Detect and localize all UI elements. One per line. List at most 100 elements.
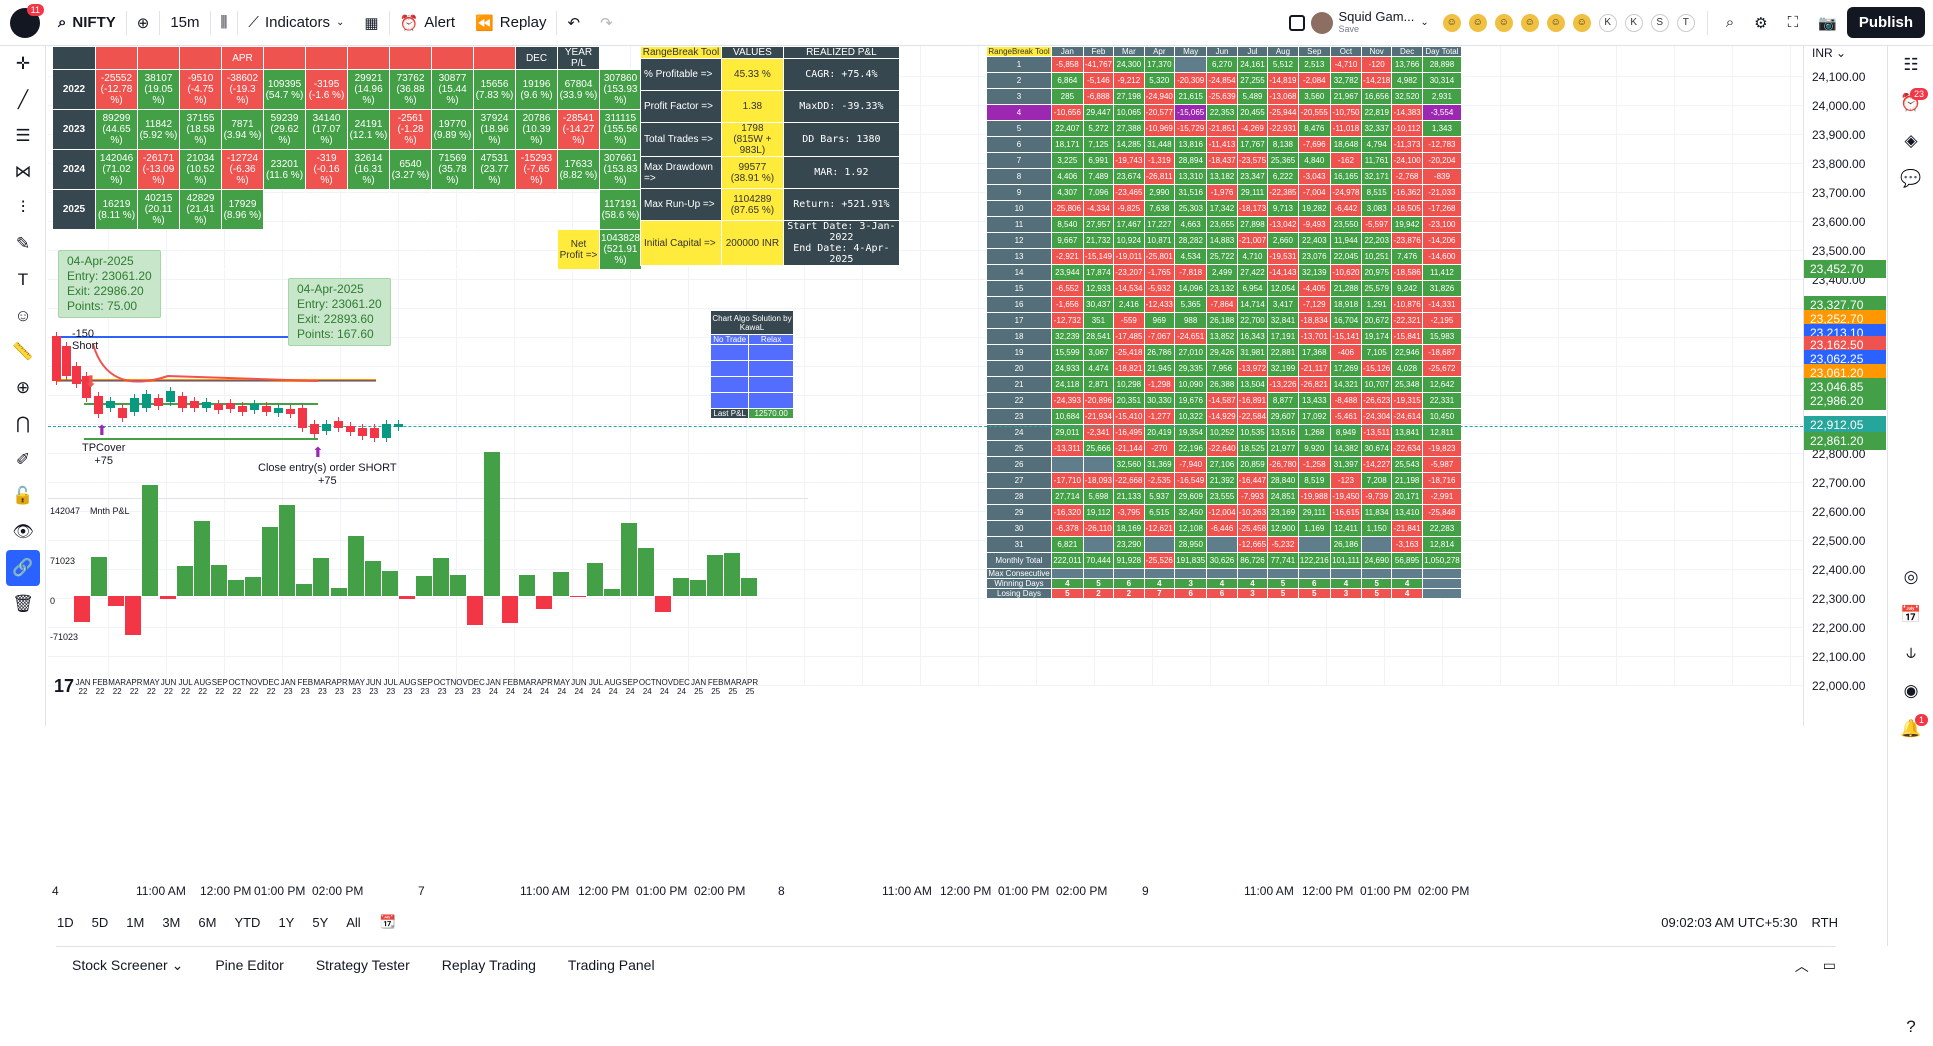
pnl-x-label: APR 23: [331, 678, 348, 696]
emoji-9[interactable]: T: [1676, 13, 1695, 32]
alerts-clock-icon[interactable]: ⏰ 23: [1888, 84, 1933, 122]
lock-icon[interactable]: 🔓: [12, 486, 34, 505]
emoji-7[interactable]: K: [1624, 13, 1643, 32]
heatmap-cell: 23,944: [1051, 264, 1084, 281]
maximize-icon[interactable]: ▭: [1822, 957, 1836, 973]
chat-icon[interactable]: 💬: [1900, 169, 1922, 188]
templates-button[interactable]: ▦: [354, 0, 388, 46]
ruler-icon[interactable]: 📏: [12, 342, 34, 361]
alert-button[interactable]: ⏰ Alert: [390, 0, 466, 46]
heatmap-cell: 26,786: [1143, 344, 1176, 361]
range-3m[interactable]: 3M: [162, 914, 181, 930]
goto-date-icon[interactable]: 📆: [379, 914, 396, 929]
clock-label[interactable]: 09:02:03 AM UTC+5:30: [1661, 914, 1798, 930]
broadcast-icon[interactable]: ◉: [1903, 681, 1919, 700]
trendline-icon[interactable]: ╱: [17, 90, 29, 109]
calendar-icon[interactable]: 📅: [1900, 605, 1922, 624]
chart-type-button[interactable]: ⫼: [211, 0, 238, 46]
range-6m[interactable]: 6M: [198, 914, 217, 930]
heatmap-cell: -4,334: [1082, 200, 1115, 217]
range-1d[interactable]: 1D: [57, 914, 74, 930]
price-scale[interactable]: INR ⌄ 24,100.00 24,000.00 23,900.00 23,800.…: [1803, 46, 1886, 726]
magnet-icon[interactable]: ⋂: [16, 414, 30, 433]
price-label[interactable]: 23,327.70: [1804, 296, 1886, 314]
tab-strategy-tester[interactable]: Strategy Tester: [315, 957, 410, 973]
range-5d[interactable]: 5D: [91, 914, 109, 930]
range-1m[interactable]: 1M: [126, 914, 145, 930]
tradingview-logo[interactable]: 17: [54, 676, 75, 696]
indicators-button[interactable]: ⟋ Indicators ⌄: [238, 0, 354, 46]
emoji-8[interactable]: S: [1650, 13, 1669, 32]
price-label[interactable]: 22,861.20: [1804, 432, 1886, 450]
brush-icon[interactable]: ✎: [15, 234, 31, 253]
eye-icon[interactable]: 👁: [12, 522, 34, 541]
emoji-2[interactable]: ☺: [1494, 13, 1513, 32]
time-scale[interactable]: 4 11:00 AM 12:00 PM 01:00 PM 02:00 PM 7 11:00 …: [48, 880, 1803, 904]
emoji-icon[interactable]: ☺: [14, 306, 32, 325]
yearly-pct: (8.82 %): [559, 169, 598, 181]
emoji-5[interactable]: ☺: [1572, 13, 1591, 32]
rth-label[interactable]: RTH: [1811, 914, 1838, 930]
target-icon[interactable]: ◎: [1903, 567, 1919, 586]
range-all[interactable]: All: [346, 914, 361, 930]
price-label[interactable]: 23,252.70: [1804, 310, 1886, 328]
price-label[interactable]: 23,046.85: [1804, 378, 1886, 396]
price-label[interactable]: 22,986.20: [1804, 392, 1886, 410]
emoji-6[interactable]: K: [1598, 13, 1617, 32]
price-label[interactable]: 23,162.50: [1804, 336, 1886, 354]
help-icon[interactable]: ?: [1906, 1017, 1916, 1036]
settings-button[interactable]: ⚙: [1744, 0, 1777, 46]
trade-tooltip-1[interactable]: 04-Apr-2025 Entry: 23061.20 Exit: 22986.…: [58, 250, 161, 318]
yearly-pnl-table: APR DEC YEAR P/L 2022 -25552 (-12.78 %) 38107(…: [52, 46, 642, 270]
symbol-search[interactable]: ⌕ NIFTY: [48, 0, 126, 46]
emoji-4[interactable]: ☺: [1546, 13, 1565, 32]
range-5y[interactable]: 5Y: [312, 914, 329, 930]
layers-icon[interactable]: ◈: [1904, 131, 1918, 150]
trash-icon[interactable]: 🗑: [12, 594, 34, 613]
heatmap-month: Sep: [1297, 46, 1331, 57]
publish-button[interactable]: Publish: [1846, 7, 1925, 38]
tab-trading-panel[interactable]: Trading Panel: [567, 957, 655, 973]
alert-label: Alert: [424, 14, 456, 31]
bell-icon[interactable]: 🔔 1: [1888, 710, 1933, 748]
compare-button[interactable]: ⊕: [127, 0, 160, 46]
link-icon[interactable]: 🔗: [6, 550, 40, 586]
currency-select[interactable]: INR ⌄: [1812, 46, 1846, 60]
text-icon[interactable]: T: [17, 270, 29, 289]
interval-button[interactable]: 15m: [170, 14, 200, 31]
heatmap-day: 17: [985, 312, 1053, 329]
price-label[interactable]: 23,062.25: [1804, 350, 1886, 368]
tab-pine-editor[interactable]: Pine Editor: [215, 957, 284, 973]
redo-button[interactable]: ↷: [590, 0, 623, 46]
tab-replay-trading[interactable]: Replay Trading: [441, 957, 536, 973]
pnl-x-label: AUG 23: [399, 678, 417, 696]
lock-drawing-icon[interactable]: ✐: [15, 450, 31, 469]
watchlist-icon[interactable]: ☷: [1903, 55, 1919, 74]
undo-button[interactable]: ↶: [557, 0, 590, 46]
layout-select-button[interactable]: Squid Gam... Save ⌄: [1279, 0, 1439, 46]
quick-search-button[interactable]: ⌕: [1716, 0, 1744, 46]
chevron-up-icon[interactable]: ︿: [1794, 957, 1809, 974]
trade-tooltip-2[interactable]: 04-Apr-2025 Entry: 23061.20 Exit: 22893.…: [288, 278, 391, 346]
emoji-0[interactable]: ☺: [1442, 13, 1461, 32]
price-label[interactable]: 23,061.20: [1804, 364, 1886, 382]
snapshot-button[interactable]: 📷: [1808, 0, 1847, 46]
zoom-in-icon[interactable]: ⊕: [15, 378, 31, 397]
emoji-1[interactable]: ☺: [1468, 13, 1487, 32]
crosshair-icon[interactable]: ✛: [15, 54, 31, 73]
price-label[interactable]: 23,452.70: [1804, 260, 1886, 278]
forecast-icon[interactable]: ⫶: [20, 198, 26, 217]
candle-body: [382, 424, 391, 438]
replay-button[interactable]: ⏪ Replay: [465, 0, 556, 46]
emoji-3[interactable]: ☺: [1520, 13, 1539, 32]
chart-pane[interactable]: Nifty 50 Index · 15 · NSE O22,909.45 H22…: [48, 46, 1803, 726]
fullscreen-button[interactable]: ⛶: [1778, 0, 1809, 46]
price-label[interactable]: 22,912.05: [1804, 416, 1886, 434]
pattern-icon[interactable]: ⋈: [14, 162, 32, 181]
tab-stock-screener[interactable]: Stock Screener ⌄: [72, 957, 184, 973]
range-ytd[interactable]: YTD: [234, 914, 261, 930]
pitchfork-icon[interactable]: ⫝: [1905, 643, 1917, 662]
range-1y[interactable]: 1Y: [278, 914, 295, 930]
user-avatar[interactable]: 11: [10, 3, 44, 38]
fib-icon[interactable]: ☰: [15, 126, 31, 145]
